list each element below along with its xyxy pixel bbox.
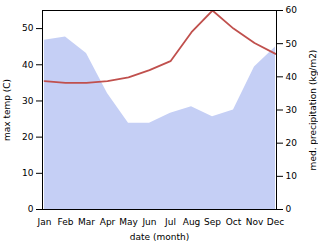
svg-text:Feb: Feb xyxy=(58,217,74,227)
svg-text:Apr: Apr xyxy=(100,217,116,227)
svg-text:Jun: Jun xyxy=(141,217,156,227)
svg-text:Aug: Aug xyxy=(183,217,201,227)
svg-text:40: 40 xyxy=(286,72,298,82)
svg-text:60: 60 xyxy=(286,5,298,15)
svg-text:May: May xyxy=(119,217,138,227)
svg-text:20: 20 xyxy=(22,132,34,142)
svg-text:0: 0 xyxy=(28,204,34,214)
svg-text:20: 20 xyxy=(286,138,298,148)
svg-text:med. precipitation (kg/m2): med. precipitation (kg/m2) xyxy=(308,50,318,171)
svg-text:10: 10 xyxy=(22,168,34,178)
svg-text:Sep: Sep xyxy=(204,217,221,227)
svg-text:Dec: Dec xyxy=(267,217,284,227)
svg-text:50: 50 xyxy=(286,39,298,49)
svg-text:date (month): date (month) xyxy=(130,232,189,242)
svg-text:40: 40 xyxy=(22,60,34,70)
svg-text:Jul: Jul xyxy=(164,217,176,227)
svg-text:30: 30 xyxy=(22,96,34,106)
svg-text:Mar: Mar xyxy=(78,217,95,227)
svg-text:30: 30 xyxy=(286,105,298,115)
svg-text:0: 0 xyxy=(286,204,292,214)
svg-text:max temp (C): max temp (C) xyxy=(2,79,12,141)
svg-text:Nov: Nov xyxy=(246,217,264,227)
svg-text:Jan: Jan xyxy=(37,217,52,227)
svg-text:50: 50 xyxy=(22,23,34,33)
svg-text:Oct: Oct xyxy=(226,217,242,227)
svg-text:10: 10 xyxy=(286,171,298,181)
